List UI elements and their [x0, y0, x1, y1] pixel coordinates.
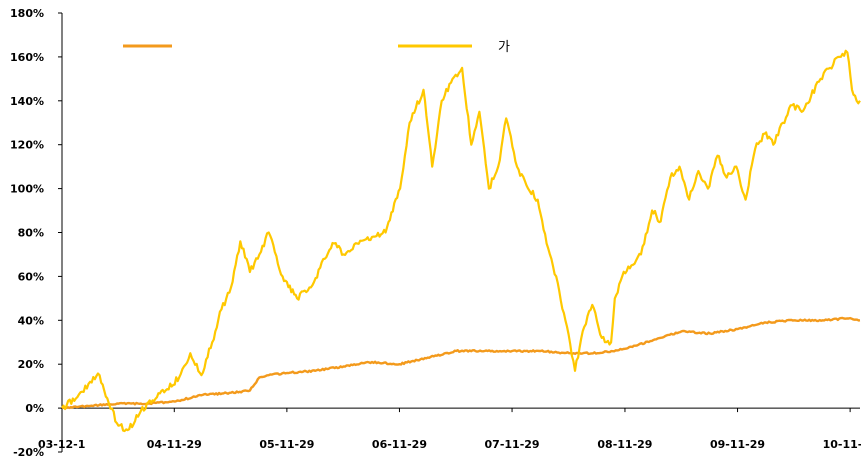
x-tick-label: 08-11-29 — [597, 438, 652, 451]
x-tick-label: 05-11-29 — [259, 438, 314, 451]
y-tick-label: 120% — [10, 139, 44, 152]
series-line-1 — [61, 316, 861, 410]
x-tick-label: 10-11-29 — [823, 438, 861, 451]
y-tick-label: 160% — [10, 51, 44, 64]
y-tick-label: 100% — [10, 183, 44, 196]
y-tick-label: 140% — [10, 95, 44, 108]
y-tick-label: 80% — [18, 227, 44, 240]
series-layer — [61, 49, 861, 433]
legend-label-2: 가 — [498, 40, 510, 55]
y-tick-label: -20% — [13, 446, 44, 459]
y-tick-label: 60% — [18, 270, 44, 283]
y-tick-label: 0% — [25, 402, 44, 415]
y-tick-label: 180% — [10, 7, 44, 20]
x-tick-label: 09-11-29 — [710, 438, 765, 451]
y-tick-label: 40% — [18, 314, 44, 327]
legend: 가 — [123, 40, 510, 55]
series-line-2 — [61, 49, 861, 433]
axes-layer: -20% 0% 20% 40% 60% 80% 100% 120% 140% 160% 180% 03… — [10, 7, 861, 459]
x-tick-label: 04-11-29 — [147, 438, 202, 451]
x-tick-label: 06-11-29 — [372, 438, 427, 451]
x-tick-label: 07-11-29 — [485, 438, 540, 451]
y-tick-label: 20% — [18, 358, 44, 371]
x-tick-label: 03-12-1 — [38, 438, 85, 451]
